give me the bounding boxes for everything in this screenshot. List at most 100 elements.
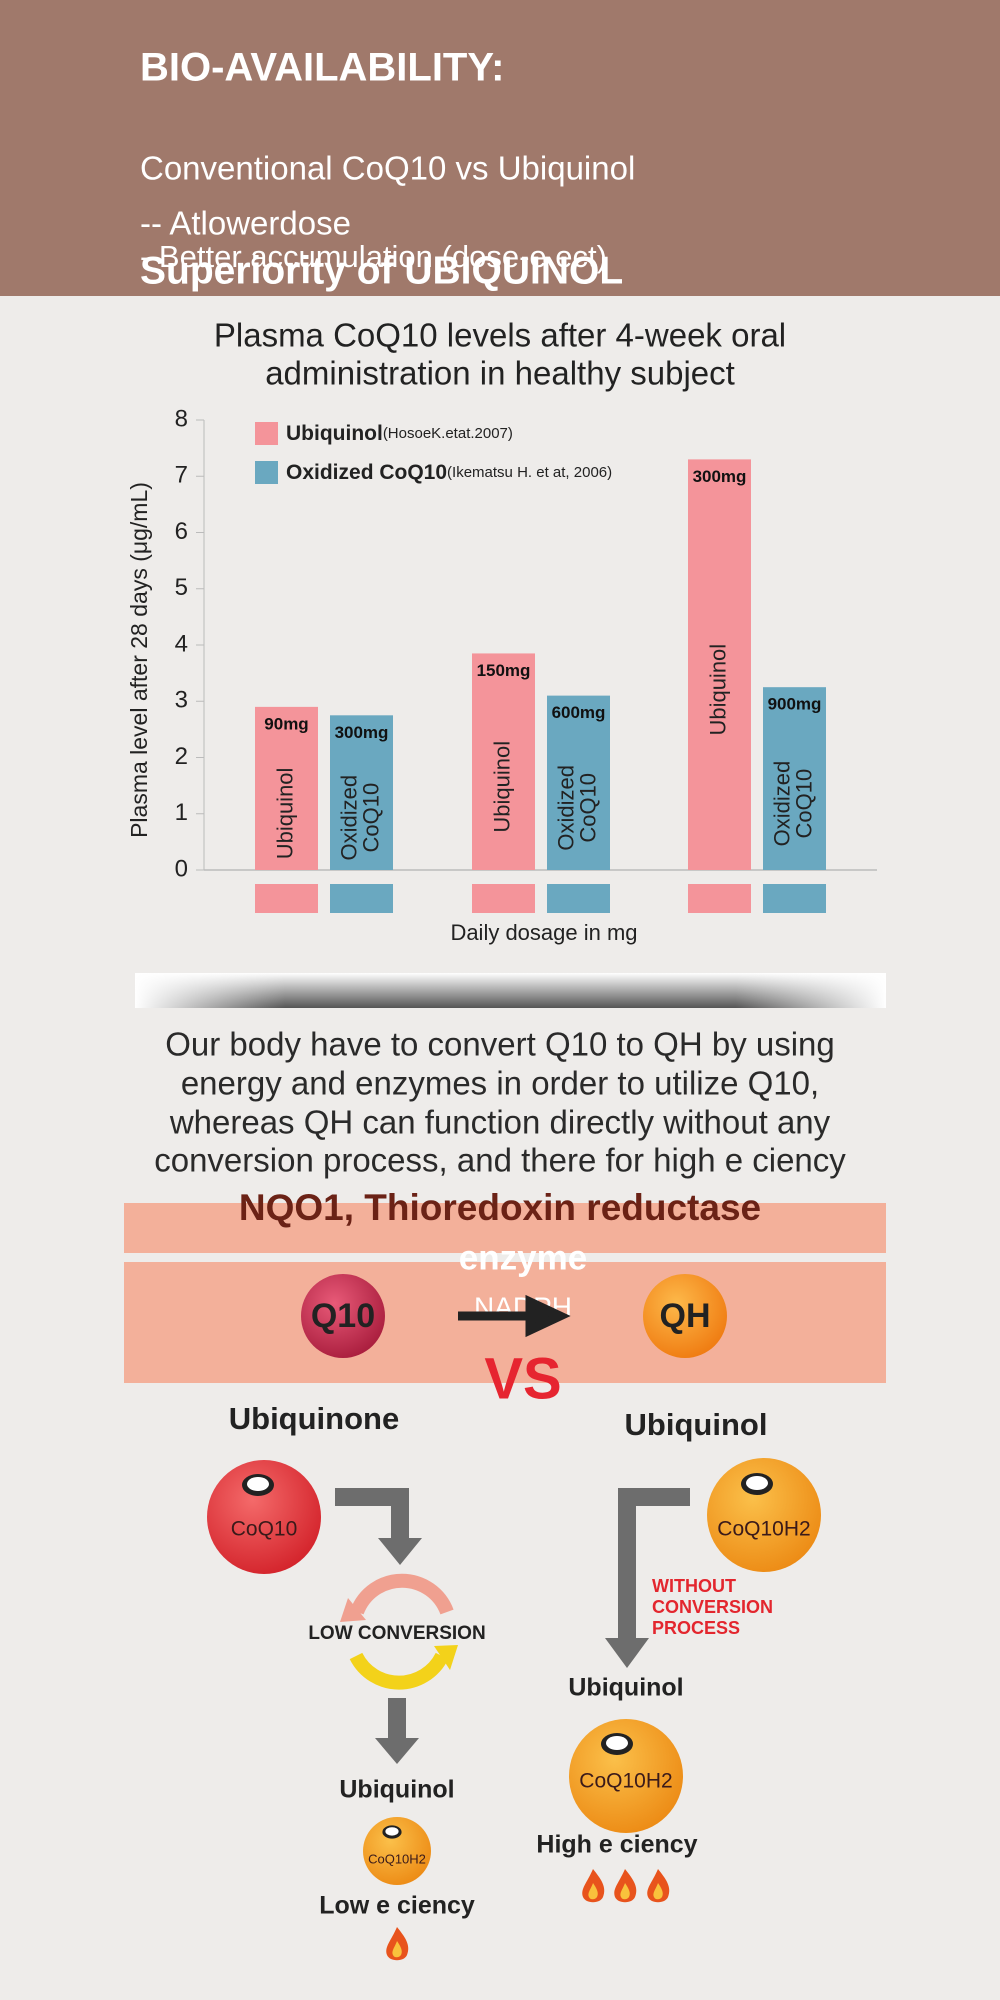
recycle-bottom [349, 1652, 449, 1690]
note-line: WITHOUT [652, 1576, 736, 1596]
bar-label: Oxidized [336, 775, 361, 861]
bar-label: CoQ10 [358, 783, 383, 853]
dose-label: 600mg [552, 703, 606, 722]
paragraph-line: conversion process, and there for high e… [154, 1142, 846, 1179]
y-tick-label: 2 [175, 743, 188, 770]
efficiency-label: Low e ciency [319, 1892, 475, 1920]
q10-label: Q10 [311, 1297, 375, 1335]
result-label: Ubiquinol [568, 1674, 683, 1702]
bar-base [763, 884, 826, 913]
note: WITHOUT CONVERSION PROCESS [652, 1576, 773, 1638]
y-tick-label: 6 [175, 518, 188, 545]
flame [386, 1927, 409, 1961]
enzyme-label: enzyme [459, 1238, 587, 1277]
molecule [363, 1817, 431, 1885]
chart-title: administration in healthy subject [265, 355, 735, 392]
arrow-head [378, 1538, 422, 1565]
chart-title: Plasma CoQ10 levels after 4-week oral [214, 317, 786, 354]
bar-label: CoQ10 [791, 769, 816, 839]
recycle-head [340, 1598, 366, 1622]
reaction-arrow [458, 1294, 571, 1338]
header-point: -- Atlowerdose [140, 205, 351, 242]
arrow [335, 1488, 409, 1540]
dose-label: 90mg [264, 714, 308, 733]
x-axis-label: Daily dosage in mg [450, 920, 637, 945]
legend-name: Ubiquinol [286, 422, 383, 445]
bar-label: Ubiquinol [705, 644, 730, 736]
bar-label: Ubiquinol [489, 741, 514, 833]
enzyme-band-label: NQO1, Thioredoxin reductase [239, 1187, 761, 1228]
legend-swatch [255, 461, 278, 484]
arrow-head [375, 1738, 419, 1764]
bar-base [330, 884, 393, 913]
bar-base [472, 884, 535, 913]
dose-label: 300mg [693, 467, 747, 486]
arrow-head [605, 1638, 649, 1668]
dose-label: 300mg [335, 723, 389, 742]
left-title: Ubiquinone [229, 1401, 399, 1436]
divider-fade [135, 973, 886, 1008]
y-tick-label: 3 [175, 687, 188, 714]
legend-citation: (Ikematsu H. et at, 2006) [447, 464, 612, 481]
legend-citation: (HosoeK.etat.2007) [383, 425, 513, 442]
qh-circle [643, 1274, 727, 1358]
y-axis-label: Plasma level after 28 days (μg/mL) [126, 482, 152, 838]
y-tick-label: 8 [175, 405, 188, 432]
bar [330, 715, 393, 870]
header-heading: Superiority of UBIQUINOL [140, 249, 623, 292]
paragraph-line: Our body have to convert Q10 to QH by us… [165, 1026, 835, 1063]
molecule [569, 1719, 683, 1833]
efficiency-label: High e ciency [536, 1831, 697, 1859]
dose-label: 150mg [477, 661, 531, 680]
legend-name: Oxidized CoQ10 [286, 461, 447, 484]
molecule-label: CoQ10H2 [368, 1851, 426, 1866]
bar [255, 706, 318, 870]
paragraph-line: whereas QH can function directly without… [169, 1104, 831, 1141]
vs-label: VS [484, 1346, 561, 1411]
process-label: LOW CONVERSION [308, 1623, 485, 1644]
chart: Plasma CoQ10 levels after 4-week oral ad… [126, 317, 877, 945]
molecule-label: CoQ10H2 [717, 1518, 810, 1541]
bar-label: CoQ10 [575, 773, 600, 843]
qh-label: QH [660, 1297, 711, 1335]
flame [614, 1869, 637, 1903]
bar-label: Oxidized [769, 761, 794, 847]
y-tick-label: 0 [175, 855, 188, 882]
y-tick-label: 1 [175, 799, 188, 826]
bar [547, 695, 610, 870]
header-point: - Better accumulation (dose-e ect) [140, 239, 607, 274]
legend-label: Ubiquinol(HosoeK.etat.2007) [286, 422, 513, 445]
paragraph: Our body have to convert Q10 to QH by us… [154, 1026, 846, 1179]
molecule [207, 1460, 321, 1574]
dose-label: 900mg [768, 695, 822, 714]
bar [688, 459, 751, 870]
y-tick-label: 4 [175, 630, 188, 657]
header: BIO-AVAILABILITY: Conventional CoQ10 vs … [140, 46, 635, 293]
bar-label: Oxidized [553, 765, 578, 851]
note-line: PROCESS [652, 1618, 740, 1638]
bar [472, 653, 535, 870]
molecule [707, 1458, 821, 1572]
bar-base [255, 884, 318, 913]
header-title: BIO-AVAILABILITY: [140, 46, 504, 90]
y-tick-label: 7 [175, 462, 188, 489]
molecule-label: CoQ10H2 [579, 1770, 672, 1793]
bar [763, 687, 826, 870]
bar-label: Ubiquinol [272, 768, 297, 860]
q10-circle [301, 1274, 385, 1358]
bar-base [547, 884, 610, 913]
flame [647, 1869, 670, 1903]
y-tick-label: 5 [175, 574, 188, 601]
right-title: Ubiquinol [625, 1407, 768, 1442]
recycle-head [434, 1645, 458, 1670]
result-label: Ubiquinol [339, 1776, 454, 1804]
paragraph-line: energy and enzymes in order to utilize Q… [181, 1065, 819, 1102]
bar-base [688, 884, 751, 913]
legend-label: Oxidized CoQ10(Ikematsu H. et at, 2006) [286, 461, 612, 484]
header-subtitle: Conventional CoQ10 vs Ubiquinol [140, 150, 635, 187]
molecule-label: CoQ10 [231, 1518, 298, 1541]
enzyme-band [124, 1203, 886, 1253]
legend-swatch [255, 422, 278, 445]
reaction-band [124, 1262, 886, 1383]
